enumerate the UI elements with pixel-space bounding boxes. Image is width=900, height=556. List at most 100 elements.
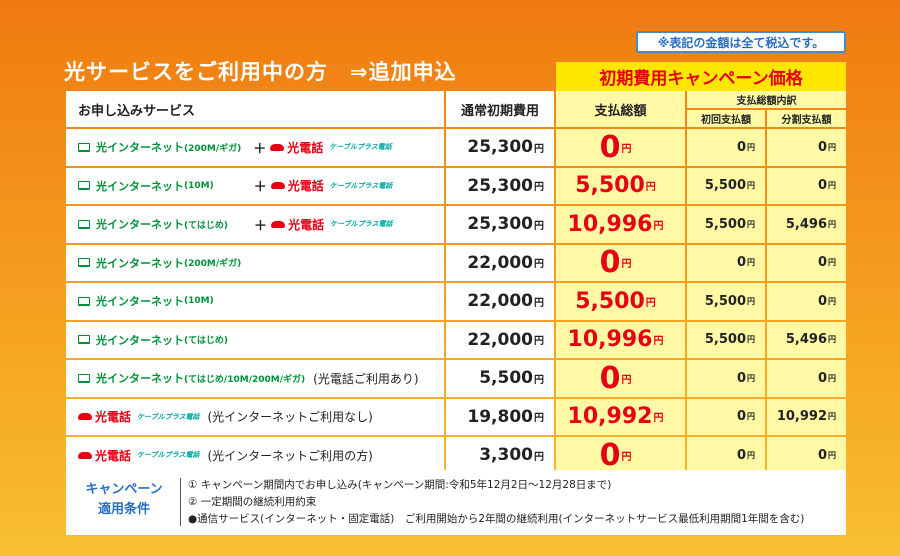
yen-unit: 円 bbox=[534, 259, 544, 271]
internet-speed: (てはじめ) bbox=[184, 220, 229, 231]
cable-plus-label: ケーブルプラス電話 bbox=[137, 412, 200, 421]
amount-value: 10,992 bbox=[567, 404, 653, 430]
yen-unit: 円 bbox=[653, 336, 664, 348]
pc-icon bbox=[78, 373, 90, 383]
yen-unit: 円 bbox=[828, 142, 836, 152]
header-service-label: お申し込みサービス bbox=[78, 103, 196, 119]
amount-value: 25,300 bbox=[467, 175, 533, 196]
header-normal-fee: 通常初期費用 bbox=[446, 91, 554, 127]
amount-value: 5,500 bbox=[704, 178, 746, 194]
internet-speed: (200M/ギガ) bbox=[184, 143, 242, 154]
conditions-title: キャンペーン 適用条件 bbox=[76, 480, 172, 520]
normal-fee-cell: 22,000 円 bbox=[446, 321, 554, 358]
yen-unit: 円 bbox=[621, 451, 632, 463]
yen-unit: 円 bbox=[645, 297, 656, 309]
condition-line-3: ●通信サービス(インターネット・固定電話) ご利用開始から2年間の継続利用(イン… bbox=[188, 513, 805, 525]
header-split: 分割支払額 bbox=[767, 110, 846, 127]
amount-value: 10,996 bbox=[567, 327, 653, 353]
yen-unit: 円 bbox=[534, 451, 544, 463]
yen-unit: 円 bbox=[621, 143, 632, 155]
internet-speed: (てはじめ) bbox=[184, 336, 229, 347]
yen-unit: 円 bbox=[747, 412, 755, 422]
campaign-conditions: キャンペーン 適用条件 ① キャンペーン期間内でお申し込み(キャンペーン期間:令… bbox=[66, 470, 846, 535]
yen-unit: 円 bbox=[747, 219, 755, 229]
header-first-label: 初回支払額 bbox=[701, 115, 751, 126]
total-cell: 5,500 円 bbox=[556, 167, 685, 204]
hikari-tel-icon bbox=[270, 143, 285, 152]
header-first: 初回支払額 bbox=[687, 110, 765, 127]
internet-label: 光インターネット bbox=[96, 218, 184, 232]
internet-speed: (てはじめ/10M/200M/ギガ) bbox=[184, 374, 306, 385]
normal-fee-cell: 22,000 円 bbox=[446, 244, 554, 281]
header-breakdown: 支払総額内訳 bbox=[687, 91, 846, 108]
amount-value: 0 bbox=[599, 360, 621, 396]
pc-icon bbox=[78, 258, 90, 268]
yen-unit: 円 bbox=[534, 143, 544, 155]
normal-fee-cell: 19,800 円 bbox=[446, 398, 554, 435]
service-cell: 光インターネット (200M/ギガ) bbox=[66, 244, 444, 281]
page-title: 光サービスをご利用中の方 ⇒追加申込 bbox=[64, 60, 457, 84]
pc-icon bbox=[78, 142, 90, 152]
tel-label: 光電話 bbox=[287, 179, 324, 194]
amount-value: 25,300 bbox=[467, 214, 533, 235]
split-payment-cell: 5,496 円 bbox=[767, 206, 846, 243]
amount-value: 0 bbox=[736, 139, 746, 155]
plus-sign: ＋ bbox=[253, 141, 267, 157]
amount-value: 5,500 bbox=[479, 368, 533, 389]
hikari-tel-icon bbox=[78, 412, 92, 421]
amount-value: 10,992 bbox=[776, 409, 827, 425]
hikari-tel-icon bbox=[270, 181, 285, 190]
amount-value: 22,000 bbox=[467, 291, 533, 312]
cable-plus-label: ケーブルプラス電話 bbox=[137, 451, 200, 460]
service-cell: 光インターネット (てはじめ) ＋ 光電話 ケーブルプラス電話 bbox=[66, 206, 444, 243]
total-cell: 5,500 円 bbox=[556, 283, 685, 320]
yen-unit: 円 bbox=[747, 181, 755, 191]
service-cell: 光インターネット (てはじめ) bbox=[66, 321, 444, 358]
header-normal-fee-label: 通常初期費用 bbox=[460, 103, 539, 119]
service-cell: 光インターネット (200M/ギガ) ＋ 光電話 ケーブルプラス電話 bbox=[66, 129, 444, 166]
conditions-lines: ① キャンペーン期間内でお申し込み(キャンペーン期間:令和5年12月2日～12月… bbox=[188, 477, 804, 528]
amount-value: 0 bbox=[736, 255, 746, 271]
amount-value: 22,000 bbox=[467, 252, 533, 273]
hikari-tel-icon bbox=[271, 220, 286, 229]
internet-label: 光インターネット bbox=[96, 295, 184, 309]
internet-label: 光インターネット bbox=[96, 141, 184, 155]
yen-unit: 円 bbox=[828, 335, 836, 345]
split-payment-cell: 10,992 円 bbox=[767, 398, 846, 435]
yen-unit: 円 bbox=[645, 182, 656, 194]
condition-line-2: ② 一定期間の継続利用約束 bbox=[188, 496, 317, 508]
yen-unit: 円 bbox=[747, 296, 755, 306]
yen-unit: 円 bbox=[828, 412, 836, 422]
amount-value: 0 bbox=[817, 293, 827, 309]
first-payment-cell: 5,500 円 bbox=[687, 321, 765, 358]
normal-fee-cell: 25,300 円 bbox=[446, 129, 554, 166]
first-payment-cell: 5,500 円 bbox=[687, 283, 765, 320]
amount-value: 0 bbox=[736, 409, 746, 425]
amount-value: 5,500 bbox=[575, 288, 645, 314]
yen-unit: 円 bbox=[534, 374, 544, 386]
total-cell: 10,996 円 bbox=[556, 206, 685, 243]
internet-speed: (10M) bbox=[184, 180, 214, 191]
amount-value: 5,500 bbox=[575, 173, 645, 199]
yen-unit: 円 bbox=[747, 258, 755, 268]
yen-unit: 円 bbox=[653, 220, 664, 232]
yen-unit: 円 bbox=[621, 374, 632, 386]
normal-fee-cell: 25,300 円 bbox=[446, 206, 554, 243]
amount-value: 0 bbox=[599, 437, 621, 473]
yen-unit: 円 bbox=[828, 296, 836, 306]
amount-value: 5,500 bbox=[704, 293, 746, 309]
yen-unit: 円 bbox=[534, 182, 544, 194]
yen-unit: 円 bbox=[747, 450, 755, 460]
header-split-label: 分割支払額 bbox=[781, 115, 832, 126]
normal-fee-cell: 3,300 円 bbox=[446, 437, 554, 474]
internet-speed: (200M/ギガ) bbox=[184, 259, 242, 270]
